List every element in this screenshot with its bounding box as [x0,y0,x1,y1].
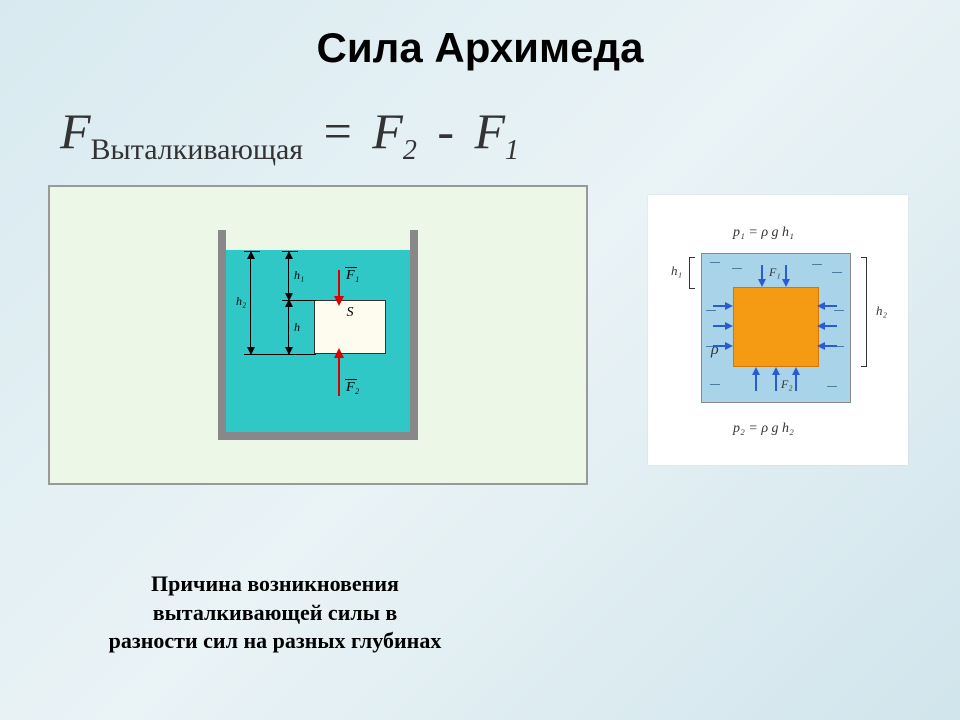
formula-t2-var: F [475,103,506,159]
label-F2: F₂ [346,380,359,396]
formula-eq: = [316,103,360,159]
submerged-block: S [314,300,386,354]
right-container: p₁ = ρ g h₁ p₂ = ρ g h₂ h₁ h₂ ρ F₁ [673,215,883,445]
bracket-h1 [689,257,695,289]
arrow-r-left-b [713,325,725,327]
arrow-r-right-c [825,345,837,347]
arrow-r-F1-b [785,265,787,279]
arrow-F1 [338,270,340,296]
dim-h2-tick-top [244,251,260,252]
caption-line2: выталкивающей силы в [153,600,398,625]
formula-lhs-var: F [60,103,91,159]
caption-line1: Причина возникновения [151,571,399,596]
left-container: S h₂ h₁ h [218,230,418,440]
page-title: Сила Архимеда [0,0,960,72]
dim-h-line [288,300,289,354]
formula-lhs-sub: Выталкивающая [91,133,304,166]
arrow-r-left-c [713,345,725,347]
arrow-r-right-a [825,305,837,307]
label-F1: F₁ [346,268,359,284]
main-formula: FВыталкивающая = F2 - F1 [0,72,960,185]
eq-p1: p₁ = ρ g h₁ [733,225,794,241]
eq-p2: p₂ = ρ g h₂ [733,421,794,437]
label-h2-r: h₂ [876,303,887,319]
submerged-cube [733,287,819,367]
bracket-h2 [861,257,867,367]
beaker-right-wall [410,230,418,440]
label-r-F2: F₂ [781,377,793,392]
label-h1: h₁ [294,268,304,283]
beaker-left-wall [218,230,226,440]
arrow-r-F2-b [775,375,777,391]
caption: Причина возникновения выталкивающей силы… [60,570,490,656]
label-h1-r: h₁ [671,263,682,279]
diagram-row: S h₂ h₁ h [0,185,960,485]
arrow-r-F2-a [755,375,757,391]
formula-t1-var: F [372,103,403,159]
block-label-S: S [347,301,354,321]
formula-minus: - [429,103,462,159]
dim-h1-tick-top [282,251,298,252]
dim-h1-line [288,252,289,300]
formula-t1-sub: 2 [403,135,417,166]
formula-t2-sub: 1 [505,135,519,166]
right-panel: p₁ = ρ g h₁ p₂ = ρ g h₂ h₁ h₂ ρ F₁ [648,195,908,465]
label-rho: ρ [711,341,719,359]
arrow-r-right-b [825,325,837,327]
dim-h2-tick-bot [244,354,316,355]
label-h2: h₂ [236,294,246,309]
arrow-r-F2-c [795,375,797,391]
left-panel: S h₂ h₁ h [48,185,588,485]
beaker-bottom-wall [218,432,418,440]
label-h: h [294,320,300,335]
arrow-r-left-a [713,305,725,307]
label-r-F1: F₁ [769,265,781,280]
dim-h2-line [250,252,251,354]
arrow-F2 [338,358,340,396]
arrow-r-F1-a [761,265,763,279]
caption-line3: разности сил на разных глубинах [109,628,442,653]
